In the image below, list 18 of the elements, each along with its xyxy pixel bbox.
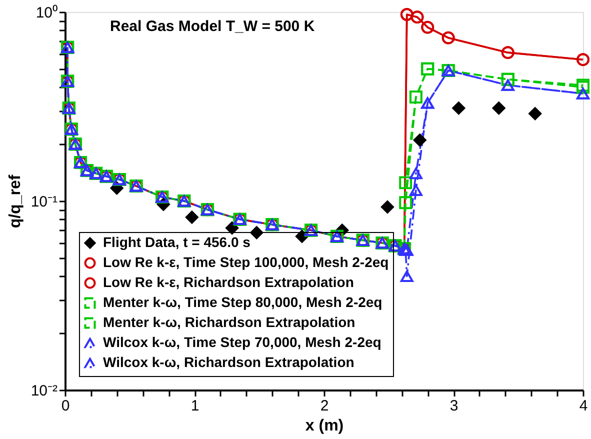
y-tick-label: 10⁰: [36, 4, 58, 22]
legend-label: Wilcox k-ω, Richardson Extrapolation: [103, 354, 354, 370]
x-tick-label: 0: [61, 398, 70, 414]
y-tick-label: 10⁻¹: [30, 194, 58, 210]
y-tick-label: 10⁻²: [30, 382, 58, 400]
x-tick-label: 4: [579, 398, 588, 414]
x-tick-label: 3: [450, 398, 458, 414]
legend-label: Low Re k-ε, Time Step 100,000, Mesh 2-2eq: [103, 254, 389, 270]
legend-label: Low Re k-ε, Richardson Extrapolation: [103, 274, 354, 290]
legend-label: Flight Data, t = 456.0 s: [103, 234, 251, 250]
x-tick-label: 1: [190, 398, 200, 414]
legend-label: Wilcox k-ω, Time Step 70,000, Mesh 2-2eq: [103, 334, 382, 350]
annotation: Real Gas Model T_W = 500 K: [110, 18, 315, 35]
x-tick-label: 2: [320, 398, 329, 414]
y-axis-title: q/q_ref: [6, 174, 24, 228]
legend-label: Menter k-ω, Time Step 80,000, Mesh 2-2eq: [103, 294, 382, 310]
legend-label: Menter k-ω, Richardson Extrapolation: [103, 314, 356, 330]
x-axis-title: x (m): [305, 418, 344, 434]
